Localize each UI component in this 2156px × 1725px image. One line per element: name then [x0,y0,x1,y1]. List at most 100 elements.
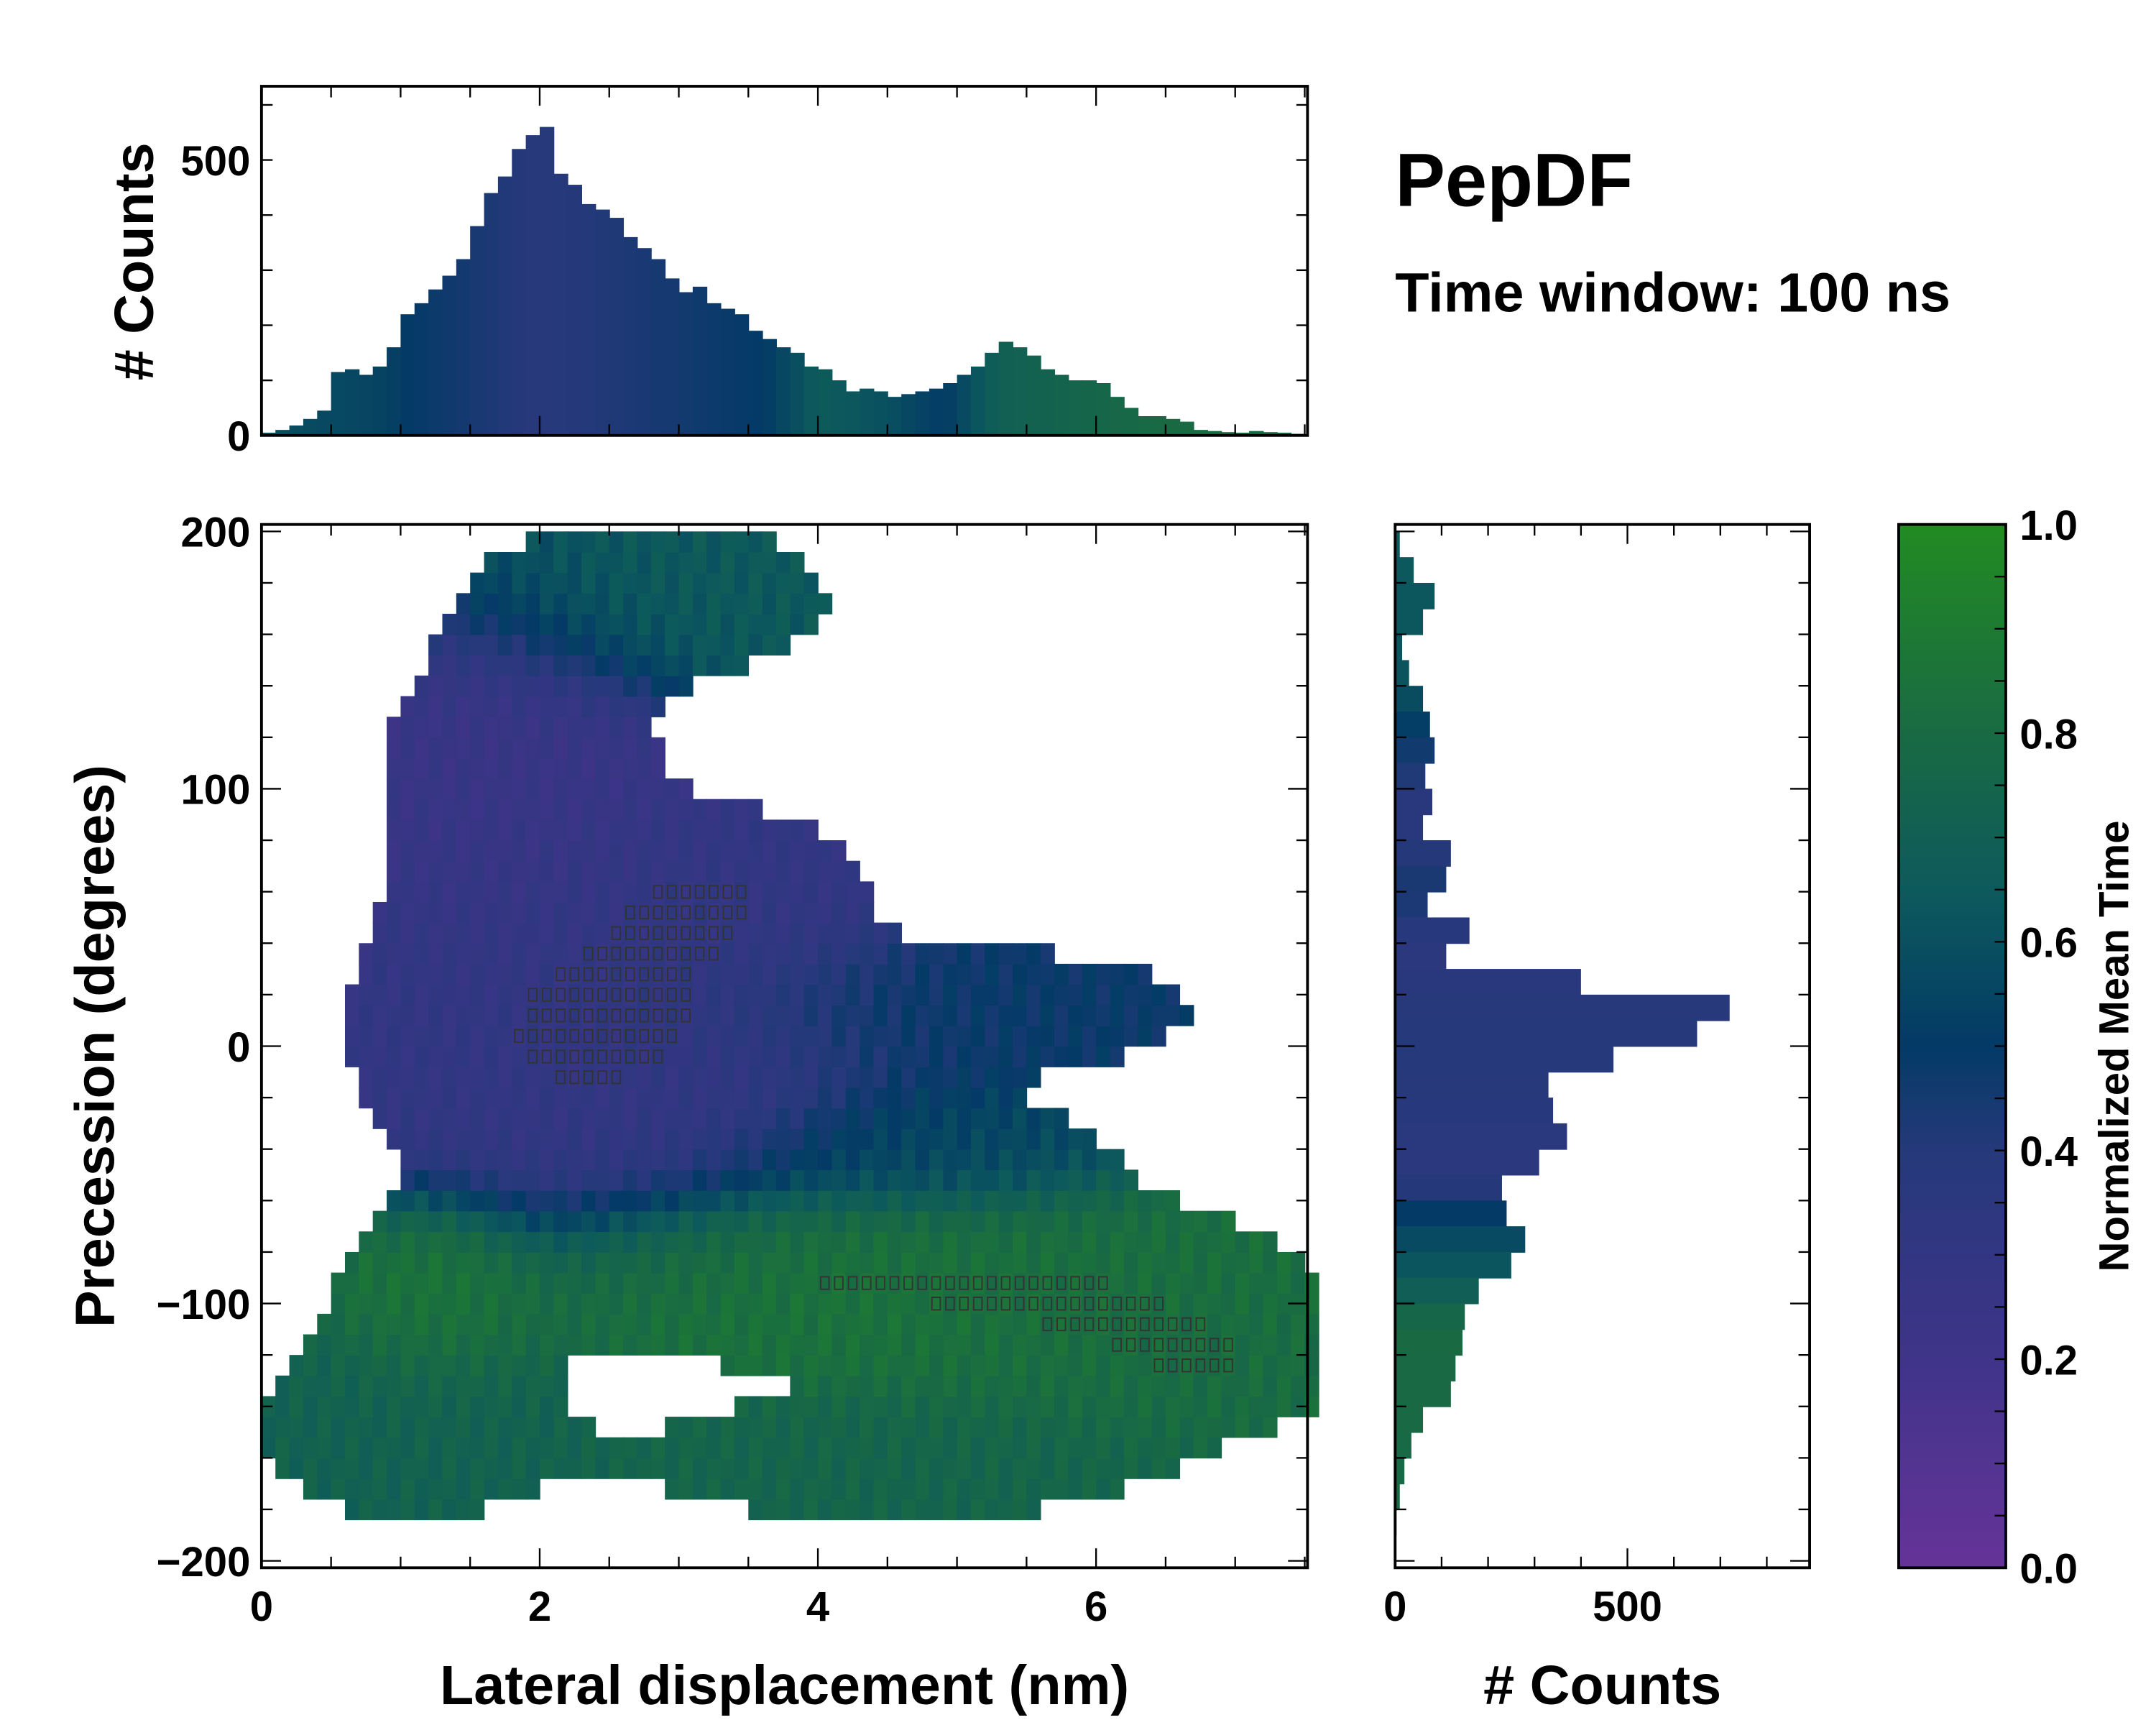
heatmap-cell [539,613,555,635]
heatmap-cell [359,1437,374,1459]
heatmap-cell [553,717,568,738]
heatmap-cell [650,1169,665,1191]
heatmap-cell [929,1355,944,1376]
heatmap-cell [860,1251,875,1274]
heatmap-cell [831,963,847,985]
heatmap-cell [387,1272,402,1294]
heatmap-cell [1138,1025,1153,1047]
heatmap-cell [818,1251,833,1274]
heatmap-cell [818,1169,833,1191]
heatmap-cell [1123,1375,1138,1397]
heatmap-cell [831,1046,847,1067]
heatmap-cell [414,1396,429,1417]
top-ytick-label: 0 [227,413,250,460]
heatmap-cell [1054,1190,1069,1212]
heatmap-cell [414,1210,429,1233]
heatmap-cell [428,1067,443,1088]
heatmap-cell [414,1478,429,1500]
heatmap-cell [1068,1190,1083,1212]
heatmap-cell [497,1355,513,1376]
heatmap-cell [678,1149,694,1171]
heatmap-cell [985,1108,1000,1129]
heatmap-cell [970,1417,986,1438]
heatmap-cell [1096,1025,1111,1047]
heatmap-cell [998,1499,1013,1521]
heatmap-cell [776,963,791,985]
heatmap-cell [1138,1231,1153,1253]
heatmap-cell [539,1375,555,1397]
right-histogram-bar [1395,557,1414,584]
heatmap-cell [637,1251,652,1274]
heatmap-cell [470,1458,485,1479]
heatmap-cell [470,593,485,615]
heatmap-cell [665,552,680,574]
contour-mark [583,1029,594,1044]
heatmap-cell [456,1437,471,1459]
heatmap-cell [692,1437,707,1459]
heatmap-cell [915,1355,930,1376]
heatmap-cell [1040,1210,1055,1233]
heatmap-cell [915,1251,930,1274]
heatmap-cell [400,758,415,779]
heatmap-cell [970,1231,986,1253]
heatmap-cell [860,1149,875,1171]
heatmap-cell [929,1417,944,1438]
heatmap-cell [957,1046,972,1067]
heatmap-cell [1096,1005,1111,1026]
heatmap-cell [818,1396,833,1417]
heatmap-cell [692,1149,707,1171]
heatmap-cell [776,1231,791,1253]
heatmap-cell [623,737,638,759]
heatmap-cell [1068,984,1083,1006]
heatmap-cell [414,675,429,697]
heatmap-cell [915,1437,930,1459]
heatmap-cell [512,963,527,985]
heatmap-cell [581,840,596,862]
heatmap-cell [734,1149,750,1171]
heatmap-cell [595,758,610,779]
top-histogram-bar [567,185,582,436]
heatmap-cell [497,1210,513,1233]
heatmap-cell [790,943,805,965]
heatmap-cell [428,1478,443,1500]
heatmap-cell [1068,1375,1083,1397]
heatmap-cell [553,881,568,903]
contour-mark [1056,1297,1067,1311]
heatmap-cell [303,1375,318,1397]
heatmap-cell [581,1334,596,1356]
heatmap-cell [734,1005,750,1026]
heatmap-cell [818,1458,833,1479]
heatmap-cell [915,1396,930,1417]
heatmap-cell [678,572,694,594]
heatmap-cell [665,1417,680,1438]
heatmap-cell [650,1334,665,1356]
heatmap-cell [470,1293,485,1315]
heatmap-cell [1026,1046,1041,1067]
contour-mark [653,988,663,1002]
heatmap-cell [1082,1396,1097,1417]
heatmap-cell [1165,1417,1181,1438]
heatmap-cell [428,1251,443,1274]
heatmap-cell [400,1067,415,1088]
contour-mark [639,988,649,1002]
heatmap-cell [803,1334,819,1356]
top-ytick-label: 500 [181,138,251,185]
heatmap-cell [692,1478,707,1500]
heatmap-cell [1110,1251,1125,1274]
heatmap-cell [567,1437,582,1459]
heatmap-cell [998,1396,1013,1417]
heatmap-cell [595,1190,610,1212]
heatmap-cell [400,901,415,924]
heatmap-cell [887,1334,902,1356]
heatmap-cell [400,1355,415,1376]
heatmap-cell [525,1210,540,1233]
heatmap-cell [776,1025,791,1047]
right-histogram-bar [1395,943,1447,970]
heatmap-cell [818,1375,833,1397]
contour-mark [917,1276,927,1290]
heatmap-cell [414,1087,429,1109]
heatmap-cell [512,572,527,594]
heatmap-cell [387,881,402,903]
heatmap-cell [803,1458,819,1479]
heatmap-cell [637,778,652,800]
